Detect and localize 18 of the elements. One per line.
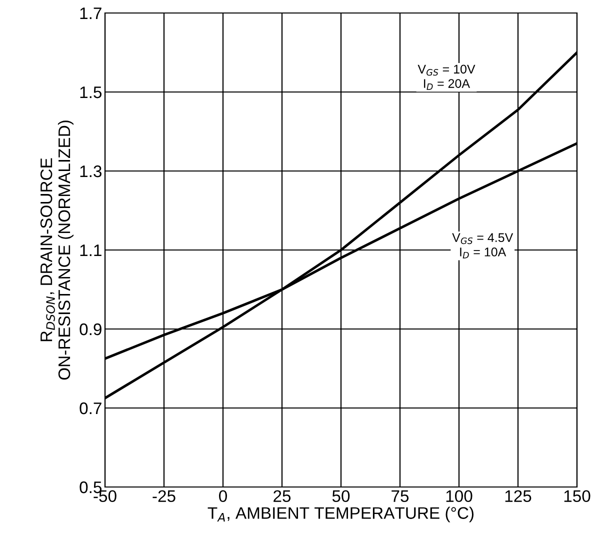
y-tick-label: 1.1 <box>80 244 102 256</box>
x-tick-label: 25 <box>274 490 291 502</box>
text: V$_{GS}$ = 10V I$_{D}$ = 20A <box>418 64 476 90</box>
x-tick-label: -25 <box>152 490 176 502</box>
y-tick-label: 1.3 <box>80 165 102 178</box>
x-axis-title: T$_{A}$, AMBIENT TEMPERATURE (°C) <box>208 506 474 522</box>
y-tick-label: 0.7 <box>80 402 102 414</box>
x-tick-label: 50 <box>332 490 350 502</box>
x-tick-label: 150 <box>564 490 590 502</box>
y-tick-label: 0.9 <box>80 323 102 336</box>
y-tick-label: 1.5 <box>80 86 102 98</box>
y-tick-label: 1.7 <box>80 8 102 20</box>
x-tick-label: 125 <box>505 490 532 502</box>
x-tick-label: 0 <box>219 490 227 502</box>
x-tick-label: 100 <box>446 490 472 502</box>
x-tick-label: 75 <box>392 490 409 502</box>
text: V$_{GS}$ = 4.5V I$_{D}$ = 10A <box>452 233 514 258</box>
y-axis-title: R$_{DSON}$, DRAIN-SOURCE ON-RESISTANCE (NORMALIZED) <box>40 120 74 380</box>
